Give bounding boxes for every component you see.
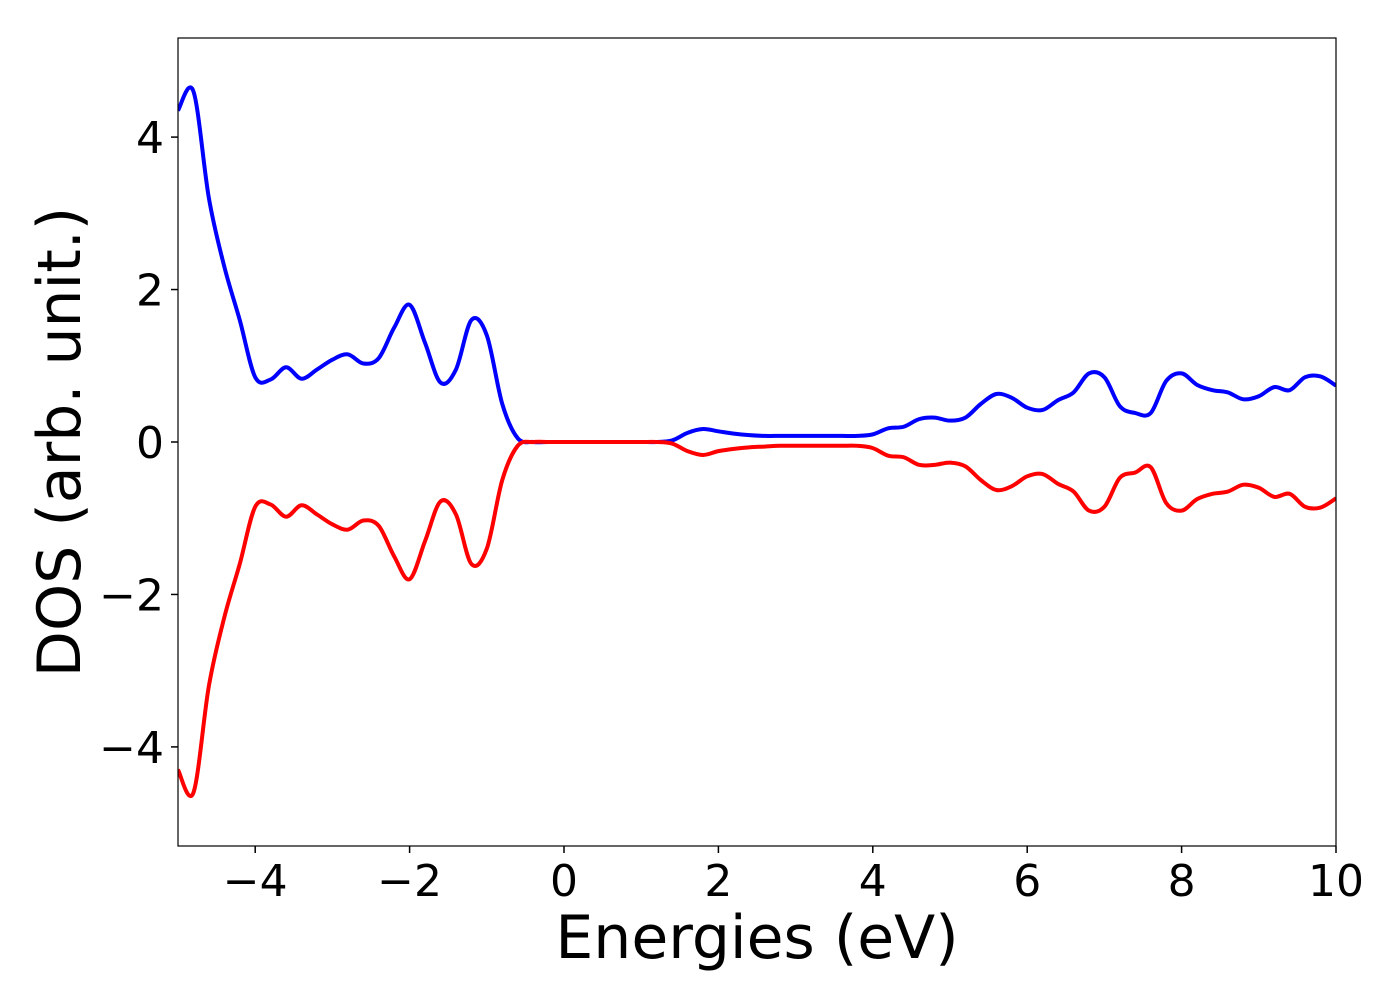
- line-series: [178, 85, 1336, 445]
- y-tick-label: −4: [99, 723, 164, 774]
- x-tick-label: 0: [550, 856, 578, 907]
- x-axis-label: Energies (eV): [555, 903, 958, 973]
- x-tick-label: 4: [859, 856, 887, 907]
- x-tick-label: 10: [1308, 856, 1364, 907]
- y-axis-label: DOS (arb. unit.): [25, 207, 95, 677]
- plot-frame: [177, 37, 1337, 847]
- x-tick-label: 2: [704, 856, 732, 907]
- x-tick-label: −2: [377, 856, 442, 907]
- y-tick-label: 4: [136, 113, 164, 164]
- x-tick-label: −4: [223, 856, 288, 907]
- y-tick-label: 0: [136, 418, 164, 469]
- y-tick-label: −2: [99, 570, 164, 621]
- y-tick-label: 2: [136, 266, 164, 317]
- x-tick-label: 8: [1168, 856, 1196, 907]
- x-tick-label: 6: [1013, 856, 1041, 907]
- line-series: [178, 439, 1336, 798]
